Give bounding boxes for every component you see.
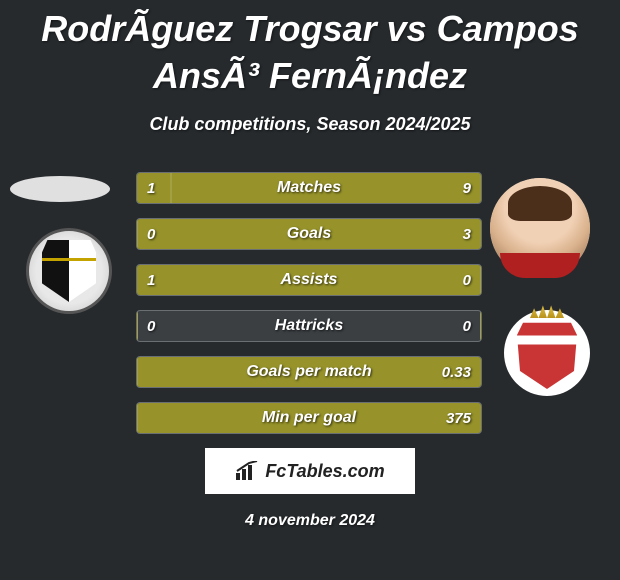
player-right-avatar — [490, 178, 590, 278]
stat-row: 00Hattricks — [136, 310, 482, 342]
stat-label: Assists — [137, 265, 481, 295]
chart-icon — [235, 461, 259, 481]
stat-label: Min per goal — [137, 403, 481, 433]
stat-label: Matches — [137, 173, 481, 203]
stat-label: Hattricks — [137, 311, 481, 341]
generation-date: 4 november 2024 — [0, 512, 620, 530]
page-title: RodrÃ­guez Trogsar vs Campos AnsÃ³ FernÃ… — [0, 0, 620, 100]
stat-row: 03Goals — [136, 218, 482, 250]
player-left-avatar-placeholder — [10, 176, 110, 202]
stat-row: 19Matches — [136, 172, 482, 204]
brand-watermark: FcTables.com — [205, 448, 415, 494]
brand-label: FcTables.com — [265, 461, 384, 482]
stat-label: Goals — [137, 219, 481, 249]
stat-label: Goals per match — [137, 357, 481, 387]
stat-row: 375Min per goal — [136, 402, 482, 434]
player-left-club-badge — [26, 228, 112, 314]
player-right-club-badge — [504, 310, 590, 396]
stat-row: 10Assists — [136, 264, 482, 296]
stat-row: 0.33Goals per match — [136, 356, 482, 388]
stats-table: 19Matches 03Goals 10Assists 00Hattricks 0.33… — [136, 172, 482, 448]
page-subtitle: Club competitions, Season 2024/2025 — [0, 114, 620, 135]
